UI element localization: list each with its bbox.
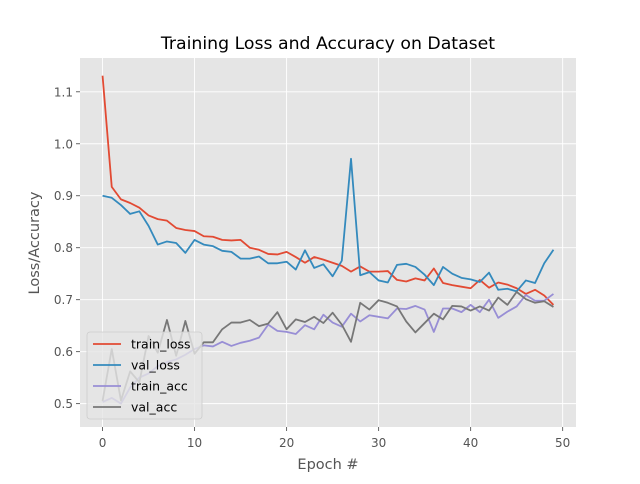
x-tick-label: 40 xyxy=(463,436,478,450)
legend-label: train_acc xyxy=(131,379,188,394)
legend-box xyxy=(86,331,203,420)
x-axis-label: Epoch # xyxy=(297,457,358,473)
chart-title: Training Loss and Accuracy on Dataset xyxy=(160,34,495,54)
x-tick-label: 10 xyxy=(187,436,202,450)
legend-label: train_loss xyxy=(131,337,191,352)
legend-label: val_loss xyxy=(131,358,180,373)
x-tick-label: 30 xyxy=(371,436,386,450)
y-tick-label: 0.5 xyxy=(54,397,73,411)
y-tick-label: 0.6 xyxy=(54,345,73,359)
y-tick-label: 1.1 xyxy=(54,85,73,99)
y-tick-label: 0.8 xyxy=(54,241,73,255)
legend: train_loss val_loss train_acc val_acc xyxy=(86,331,203,420)
x-tick-label: 0 xyxy=(99,436,107,450)
y-tick-label: 0.9 xyxy=(54,189,73,203)
series-line-val-loss xyxy=(102,157,555,293)
x-tick-label: 50 xyxy=(555,436,570,450)
y-tick-label: 0.7 xyxy=(54,293,73,307)
y-axis-ticks: 0.5 0.6 0.7 0.8 0.9 1.0 1.1 xyxy=(54,85,80,411)
x-tick-label: 20 xyxy=(279,436,294,450)
x-axis-ticks: 0 10 20 30 40 50 xyxy=(99,427,570,450)
legend-label: val_acc xyxy=(131,400,177,415)
y-axis-label: Loss/Accuracy xyxy=(27,191,43,294)
grid-lines xyxy=(80,58,576,427)
y-tick-label: 1.0 xyxy=(54,137,73,151)
